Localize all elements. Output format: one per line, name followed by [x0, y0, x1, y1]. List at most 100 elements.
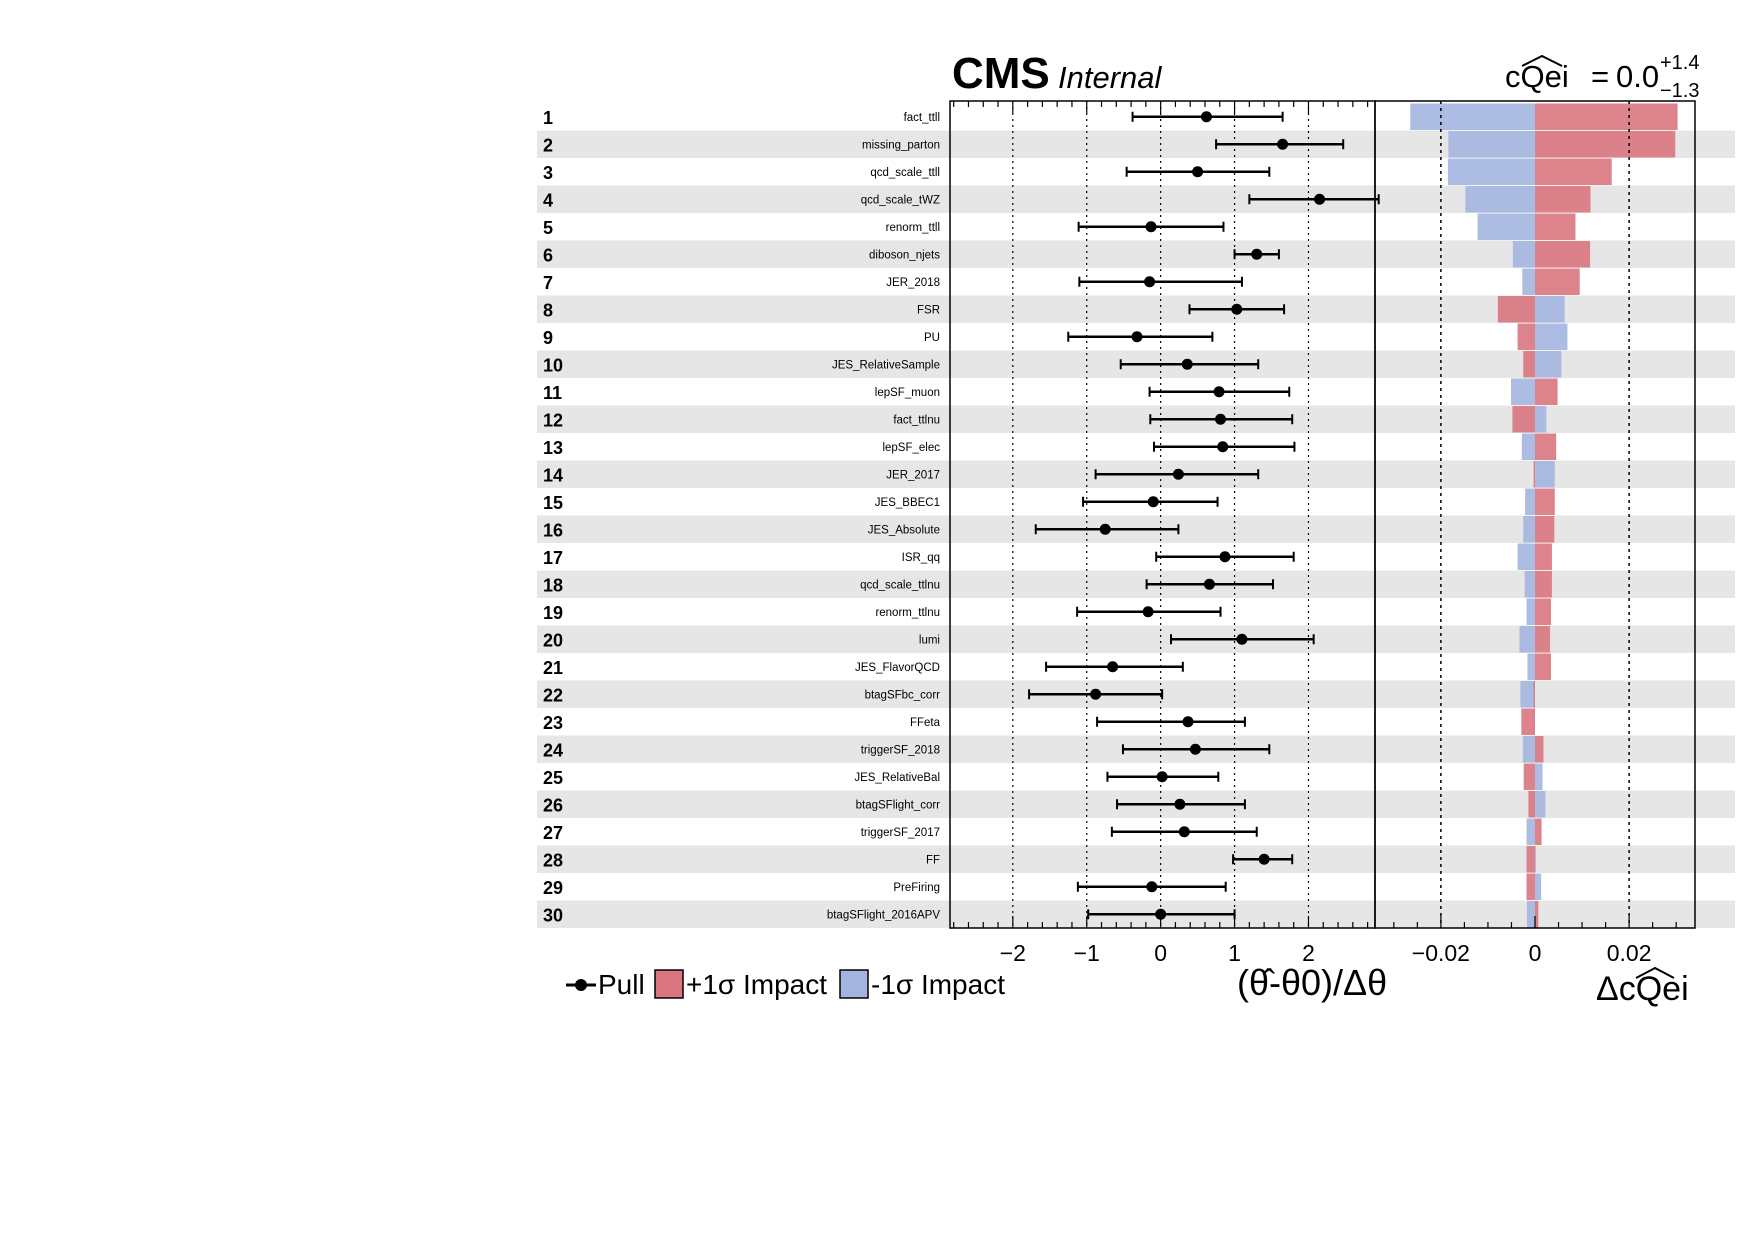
pull-marker — [1147, 496, 1159, 508]
pull-marker — [1145, 221, 1157, 233]
pull-marker — [1258, 853, 1270, 865]
minus-impact-bar — [1525, 488, 1535, 515]
impact-tick-label: −0.02 — [1412, 940, 1470, 966]
parameter-name: renorm_ttll — [886, 222, 940, 234]
parameter-name: btagSFlight_corr — [856, 799, 941, 811]
pull-axis-label: (θ̂-θ0)/Δθ — [1237, 962, 1387, 1003]
plus-impact-bar — [1512, 406, 1535, 433]
row-rank: 6 — [543, 245, 553, 265]
plus-impact-bar — [1535, 818, 1542, 845]
row-rank: 5 — [543, 218, 553, 238]
minus-impact-bar — [1519, 626, 1535, 653]
row-rank: 19 — [543, 603, 563, 623]
minus-impact-bar — [1526, 818, 1535, 845]
plus-impact-bar — [1535, 433, 1557, 460]
plus-impact-bar — [1535, 543, 1552, 570]
row-rank: 8 — [543, 300, 553, 320]
parameter-name: PreFiring — [893, 882, 940, 894]
row-rank: 14 — [543, 465, 563, 485]
row-rank: 3 — [543, 163, 553, 183]
plus-impact-bar — [1535, 516, 1555, 543]
parameter-name: renorm_ttlnu — [875, 607, 940, 619]
row-rank: 30 — [543, 905, 563, 925]
pull-tick-label: 1 — [1228, 940, 1241, 966]
row-rank: 10 — [543, 355, 563, 375]
minus-impact-bar — [1535, 406, 1547, 433]
row-rank: 15 — [543, 493, 563, 513]
pull-marker — [1090, 688, 1102, 700]
plus-impact-bar — [1535, 131, 1676, 158]
pull-marker — [1231, 303, 1243, 315]
parameter-name: FFeta — [910, 717, 941, 729]
row-rank: 17 — [543, 548, 563, 568]
row-rank: 16 — [543, 520, 563, 540]
plus-impact-bar — [1533, 461, 1535, 488]
poi-hat-mark — [1521, 54, 1563, 67]
impact-tick-label: 0.02 — [1607, 940, 1652, 966]
poi-value: 0.0 — [1616, 59, 1659, 94]
parameter-name: fact_ttll — [904, 112, 940, 124]
impact-axis-hat-mark — [1635, 966, 1675, 979]
impact-tick-label: 0 — [1529, 940, 1542, 966]
status-label: Internal — [1058, 60, 1163, 95]
minus-impact-bar — [1410, 103, 1535, 130]
plus-impact-bar — [1523, 763, 1535, 790]
row-rank: 22 — [543, 685, 563, 705]
row-rank: 20 — [543, 630, 563, 650]
minus-impact-bar — [1527, 901, 1535, 928]
plus-impact-bar — [1535, 598, 1551, 625]
minus-impact-bar — [1521, 433, 1535, 460]
poi-err-up: +1.4 — [1660, 52, 1699, 74]
row-band — [537, 845, 1735, 873]
impact-axis-title: ΔcQei — [1596, 966, 1689, 1008]
row-rank: 27 — [543, 823, 563, 843]
minus-impact-bar — [1522, 268, 1535, 295]
experiment-label: CMS — [952, 49, 1050, 98]
pull-tick-label: 2 — [1302, 940, 1315, 966]
minus-impact-bar — [1535, 461, 1555, 488]
minus-impact-bar — [1511, 378, 1535, 405]
pull-marker — [1314, 193, 1326, 205]
plus-impact-bar — [1535, 901, 1539, 928]
parameter-name: FF — [926, 854, 940, 866]
row-rank: 11 — [543, 383, 562, 403]
row-rank: 13 — [543, 438, 563, 458]
parameter-name: lepSF_elec — [882, 442, 940, 454]
row-rank: 21 — [543, 658, 563, 678]
pull-marker — [1178, 826, 1190, 838]
plus-impact-bar — [1535, 103, 1678, 130]
pull-marker — [1146, 881, 1158, 893]
parameter-name: qcd_scale_ttll — [870, 167, 940, 179]
pull-marker — [1200, 111, 1212, 123]
poi-err-down: −1.3 — [1660, 80, 1699, 102]
pull-marker — [1213, 386, 1225, 398]
parameter-name: JES_RelativeSample — [832, 359, 940, 371]
minus-impact-bar — [1535, 846, 1536, 873]
parameter-name: JES_FlavorQCD — [855, 662, 940, 674]
row-rank: 28 — [543, 850, 563, 870]
parameter-name: missing_parton — [862, 139, 940, 151]
parameter-name: btagSFlight_2016APV — [827, 909, 940, 921]
parameter-name: diboson_njets — [869, 249, 940, 261]
pull-marker — [1144, 276, 1156, 288]
row-rank: 2 — [543, 135, 553, 155]
pull-marker — [1142, 606, 1154, 618]
row-rank: 12 — [543, 410, 563, 430]
pull-marker — [1182, 716, 1194, 728]
plus-impact-bar — [1535, 268, 1580, 295]
pull-marker — [1203, 578, 1215, 590]
minus-impact-bar — [1535, 351, 1562, 378]
pull-marker — [1236, 633, 1248, 645]
minus-impact-bar — [1535, 873, 1542, 900]
minus-impact-bar — [1517, 543, 1535, 570]
parameter-name: triggerSF_2017 — [861, 827, 940, 839]
parameter-name: JES_BBEC1 — [875, 497, 940, 509]
pull-marker — [1251, 248, 1263, 260]
poi-name: cQei — [1505, 59, 1569, 94]
minus-impact-bar — [1523, 516, 1535, 543]
legend-plus-label: +1σ Impact — [686, 969, 827, 1000]
parameter-name: qcd_scale_tWZ — [861, 194, 940, 206]
parameter-name: fact_ttlnu — [893, 414, 940, 426]
row-rank: 25 — [543, 768, 563, 788]
plus-impact-bar — [1528, 791, 1535, 818]
